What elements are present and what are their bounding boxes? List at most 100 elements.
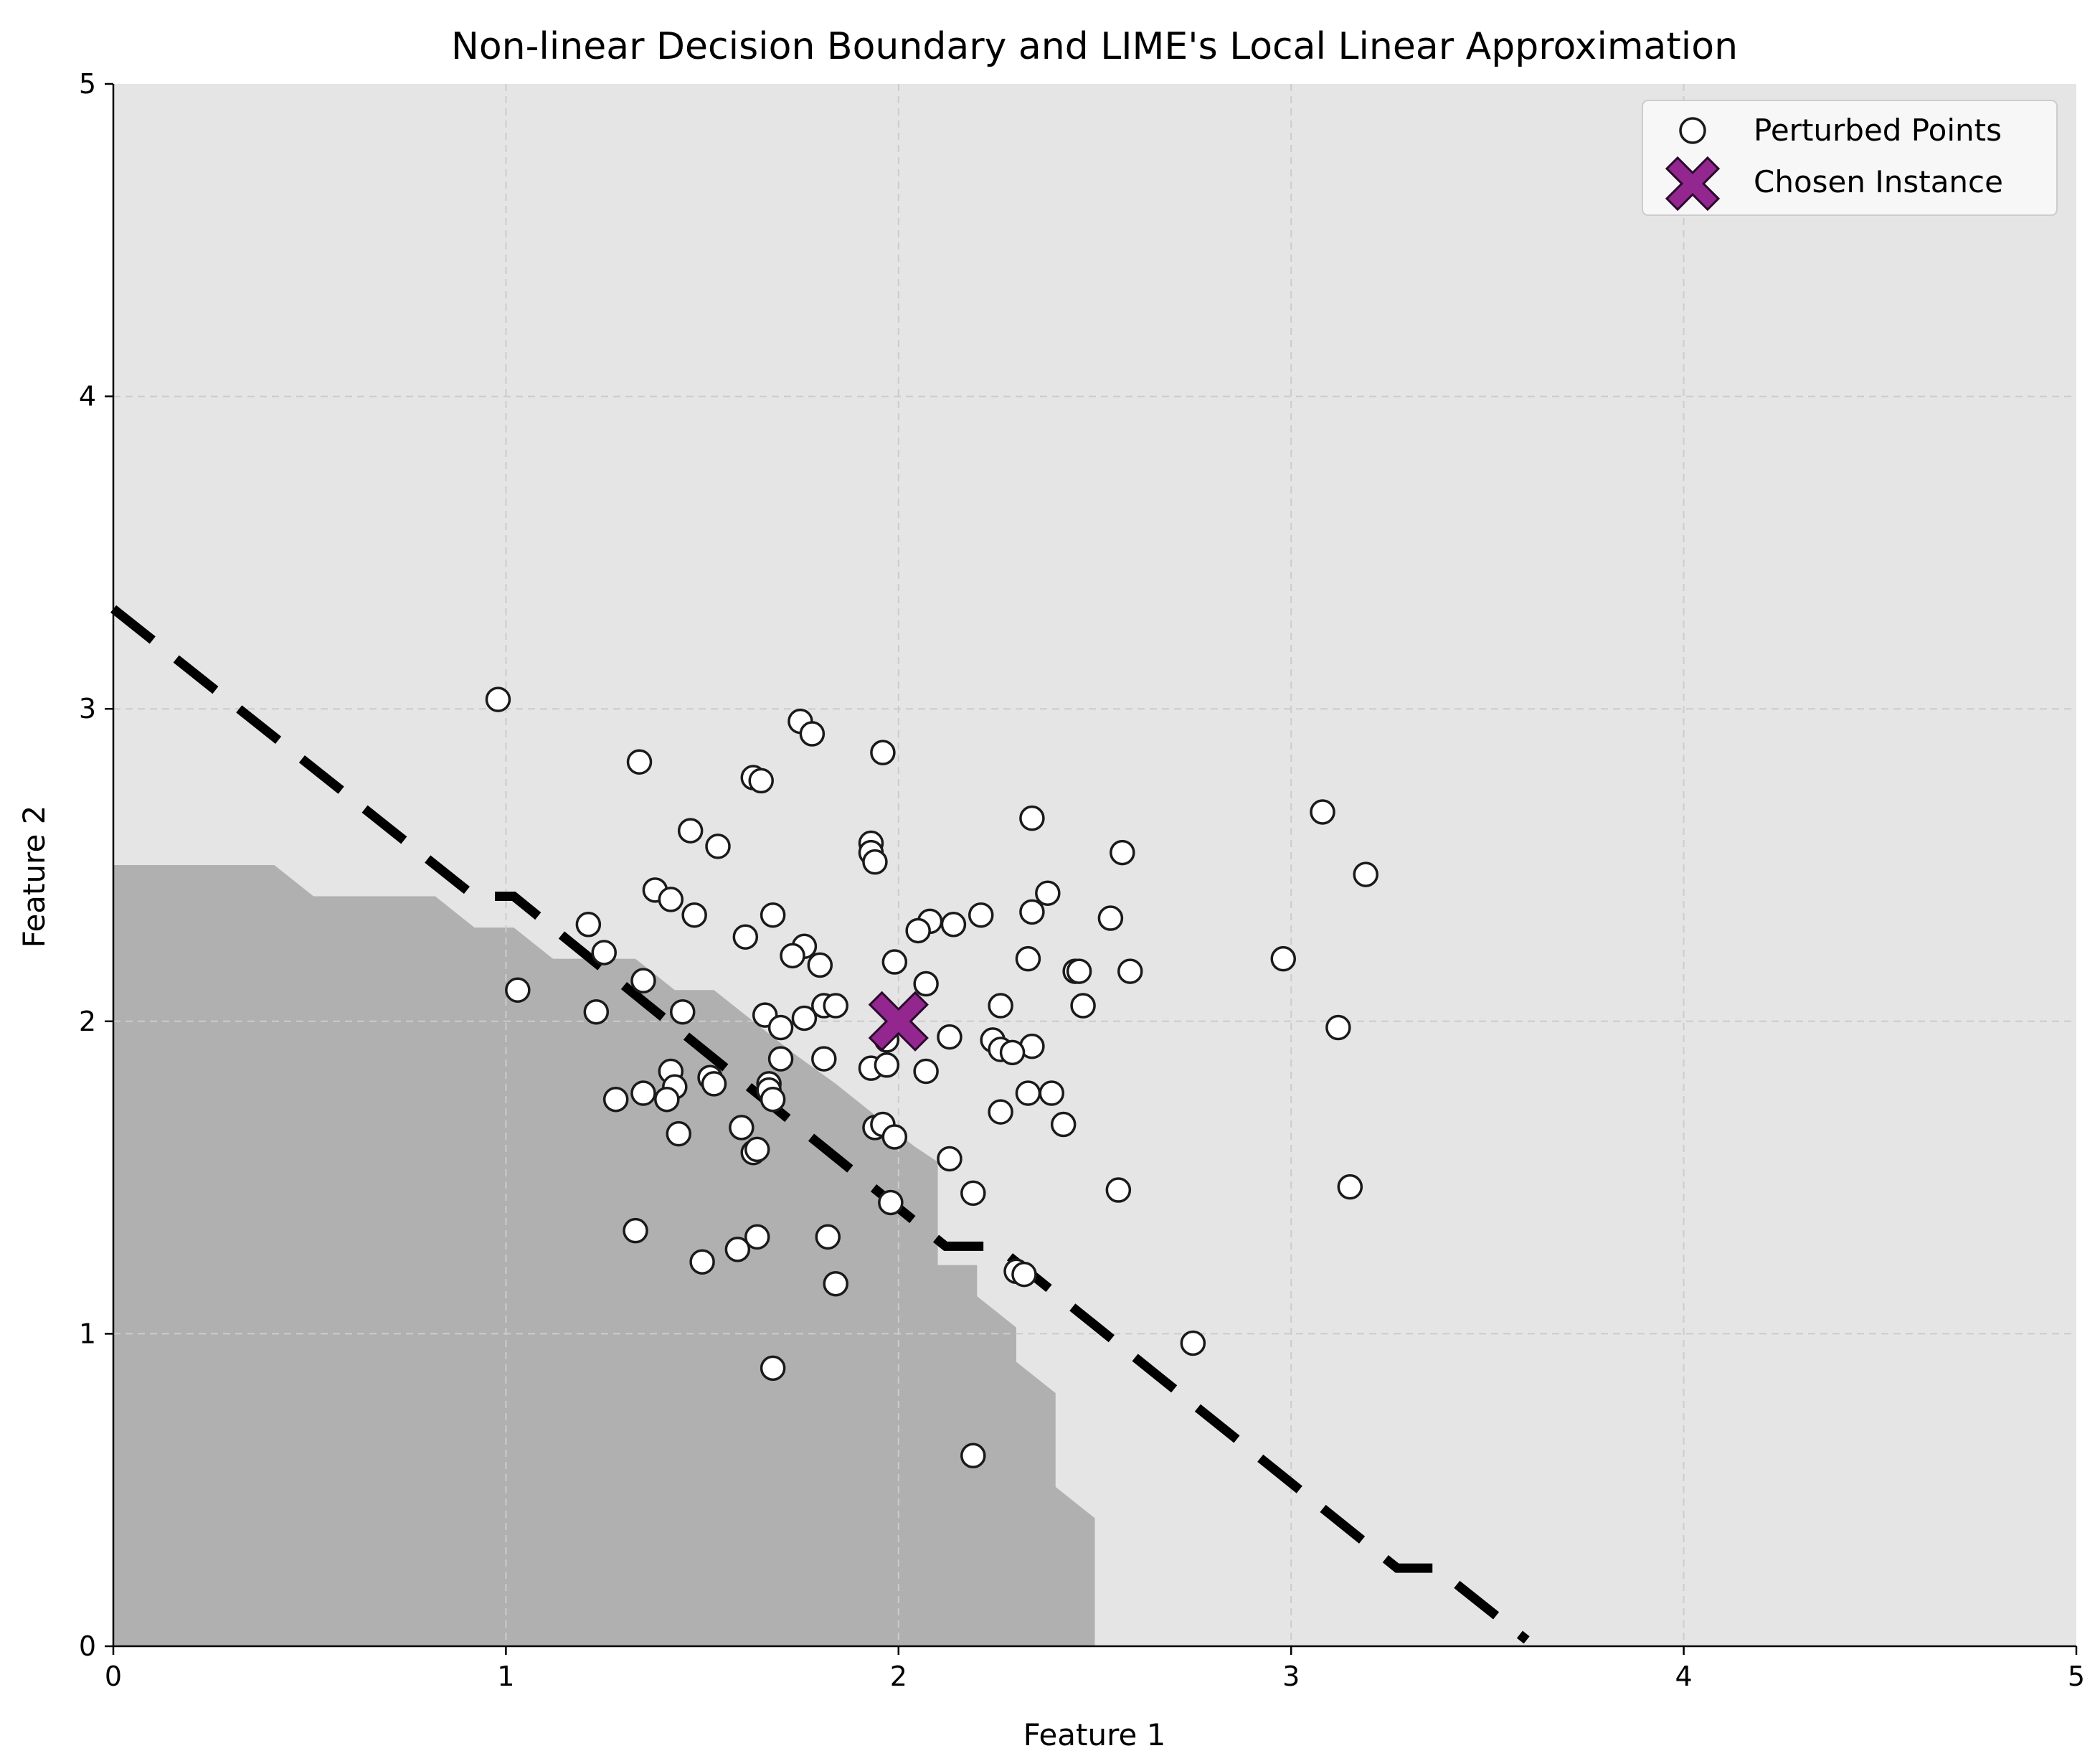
perturbed-point	[701, 1071, 727, 1097]
perturbed-point	[744, 1224, 770, 1250]
perturbed-point	[485, 686, 511, 712]
perturbed-point	[658, 887, 684, 912]
perturbed-point	[1337, 1174, 1363, 1200]
perturbed-point	[744, 1136, 770, 1163]
perturbed-point	[677, 818, 704, 844]
y-tick-label: 4	[79, 381, 96, 412]
perturbed-point	[1035, 880, 1061, 906]
y-tick-label: 0	[79, 1630, 96, 1662]
legend-chosen-instance-label: Chosen Instance	[1754, 164, 2003, 199]
y-tick-label: 1	[79, 1318, 96, 1349]
legend-perturbed-points-marker	[1679, 117, 1706, 144]
perturbed-point	[705, 834, 731, 859]
perturbed-point	[724, 1237, 751, 1262]
perturbed-point	[1097, 905, 1124, 931]
y-tick-label: 5	[79, 68, 96, 100]
perturbed-point	[575, 912, 602, 938]
perturbed-point	[666, 1120, 692, 1147]
y-tick-label: 2	[79, 1006, 96, 1037]
perturbed-point	[815, 1224, 841, 1250]
perturbed-point	[689, 1249, 715, 1275]
perturbed-point	[630, 1080, 656, 1106]
perturbed-point	[799, 721, 826, 747]
perturbed-point	[1066, 958, 1092, 984]
perturbed-point	[960, 1180, 986, 1207]
perturbed-point	[937, 1146, 962, 1172]
legend-frame	[1642, 100, 2058, 216]
perturbed-point	[505, 977, 531, 1003]
x-tick-label: 2	[890, 1661, 907, 1692]
perturbed-point	[1019, 899, 1045, 925]
perturbed-point	[630, 968, 656, 993]
plot-area: 0 1 2 3 4 5 0 1 2 3 4 5	[79, 68, 2085, 1692]
legend-chosen-instance-marker	[1665, 156, 1721, 212]
perturbed-point	[905, 917, 931, 944]
perturbed-point	[881, 1124, 908, 1150]
perturbed-point	[862, 849, 888, 875]
perturbed-point	[1039, 1080, 1065, 1106]
perturbed-point	[591, 940, 617, 966]
perturbed-point	[807, 952, 833, 978]
perturbed-point	[1050, 1111, 1077, 1138]
perturbed-point	[602, 1086, 629, 1113]
y-axis-label: Feature 2	[16, 806, 52, 948]
perturbed-point	[913, 1058, 939, 1085]
legend-chosen-instance-x	[1665, 156, 1721, 212]
perturbed-point	[968, 902, 994, 928]
perturbed-point	[823, 993, 848, 1019]
lime-boundary-line	[110, 605, 1530, 1644]
perturbed-point	[760, 1355, 786, 1382]
perturbed-point	[669, 998, 696, 1025]
perturbed-point	[681, 902, 707, 928]
perturbed-point	[1015, 1080, 1041, 1106]
perturbed-point	[732, 924, 759, 950]
x-axis-label: Feature 1	[1023, 1717, 1166, 1752]
perturbed-point	[960, 1443, 986, 1469]
perturbed-point	[1011, 1261, 1037, 1288]
perturbed-point	[823, 1270, 848, 1297]
perturbed-point	[791, 1005, 818, 1031]
perturbed-point	[623, 1217, 648, 1244]
perturbed-point	[988, 993, 1013, 1019]
x-tick-label: 5	[2068, 1661, 2085, 1692]
perturbed-point	[1105, 1177, 1132, 1203]
perturbed-point	[760, 1086, 786, 1113]
perturbed-point	[999, 1039, 1026, 1066]
perturbed-point	[878, 1189, 904, 1216]
perturbed-point	[760, 902, 786, 928]
perturbed-point	[748, 768, 774, 794]
perturbed-point	[729, 1115, 755, 1141]
perturbed-point	[626, 749, 653, 775]
perturbed-point	[1019, 805, 1045, 831]
perturbed-point	[1070, 993, 1096, 1019]
perturbed-point	[780, 943, 805, 969]
chart-title: Non-linear Decision Boundary and LIME's …	[451, 25, 1738, 68]
perturbed-point	[1117, 958, 1143, 984]
x-tick-label: 1	[497, 1661, 514, 1692]
x-tick-label: 4	[1675, 1661, 1693, 1692]
perturbed-point	[1110, 839, 1135, 866]
perturbed-point	[913, 971, 939, 997]
perturbed-point	[1180, 1330, 1206, 1356]
perturbed-point	[881, 949, 908, 975]
legend-perturbed-points-label: Perturbed Points	[1754, 113, 2002, 148]
perturbed-point	[583, 998, 610, 1025]
perturbed-point	[811, 1046, 837, 1072]
x-tick-label: 0	[105, 1661, 122, 1692]
perturbed-point	[1325, 1014, 1351, 1041]
perturbed-point	[874, 1052, 900, 1078]
perturbed-point	[654, 1086, 680, 1113]
perturbed-point	[767, 1014, 794, 1041]
perturbed-point	[870, 740, 896, 765]
perturbed-point	[1015, 945, 1041, 972]
x-tick-label: 3	[1282, 1661, 1300, 1692]
perturbed-point	[1270, 945, 1297, 972]
perturbed-point	[940, 912, 967, 938]
perturbed-point	[988, 1099, 1013, 1125]
perturbed-point	[937, 1024, 962, 1050]
chosen-instance-marker	[868, 991, 929, 1052]
class-region	[113, 865, 1095, 1646]
legend: Perturbed Points Chosen Instance	[1642, 100, 2058, 216]
perturbed-point	[1310, 799, 1335, 825]
